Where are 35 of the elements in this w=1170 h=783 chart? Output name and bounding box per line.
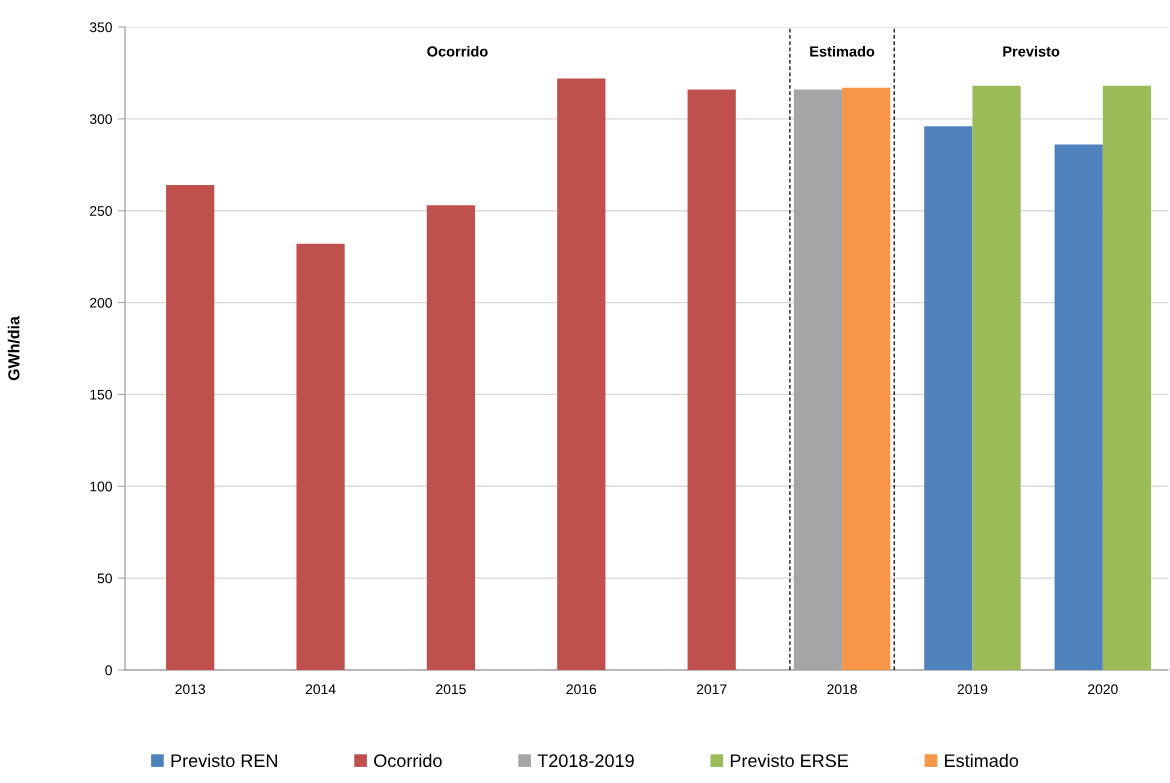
annotation: Previsto [1003, 45, 1060, 57]
x-tick-label: 2016 [566, 684, 597, 695]
y-tick-label: 250 [90, 206, 112, 216]
y-tick-label: 200 [90, 297, 112, 308]
x-tick-label: 2015 [436, 684, 466, 695]
bar [296, 243, 345, 670]
bar [426, 205, 476, 670]
y-tick-label: 300 [89, 114, 112, 125]
legend-label: T2018-2019 [537, 754, 634, 768]
bar [557, 78, 606, 670]
bar [924, 126, 973, 670]
y-tick-label: 100 [90, 481, 112, 492]
legend-label: Estimado [945, 753, 1019, 768]
x-tick-label: 2019 [957, 684, 988, 695]
annotation: Ocorrido [427, 45, 488, 57]
x-tick-label: 2018 [827, 684, 857, 695]
legend-label: Previsto REN [171, 753, 277, 768]
bar [687, 89, 736, 670]
bar [1102, 85, 1152, 670]
bar [972, 85, 1021, 670]
y-axis-title: GWh/dia [7, 316, 20, 381]
legend-label: Ocorrido [374, 753, 442, 768]
x-tick-label: 2013 [175, 684, 206, 695]
bar [1054, 144, 1103, 670]
legend-label: Previsto ERSE [730, 753, 849, 768]
bar [166, 184, 215, 670]
y-tick-label: 150 [90, 389, 112, 400]
y-tick-label: 50 [97, 573, 112, 584]
x-tick-label: 2017 [696, 684, 727, 695]
x-tick-label: 2020 [1088, 684, 1118, 695]
bar [842, 87, 891, 670]
x-tick-label: 2014 [305, 684, 336, 695]
annotation: Estimado [810, 45, 875, 57]
y-tick-label: 350 [89, 22, 112, 33]
y-tick-label: 0 [105, 665, 112, 676]
